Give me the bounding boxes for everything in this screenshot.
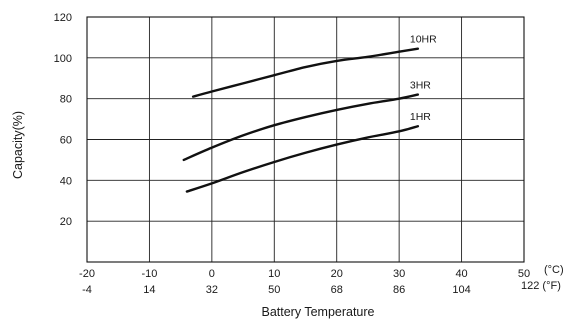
series-label-10hr: 10HR <box>410 34 437 46</box>
x-tick-label-celsius: -20 <box>79 268 95 280</box>
x-tick-label-celsius: 40 <box>455 268 467 280</box>
x-tick-label-fahrenheit: 104 <box>452 284 470 296</box>
y-tick-label: 40 <box>60 175 72 187</box>
y-tick-label: 20 <box>60 216 72 228</box>
x-tick-label-celsius: 10 <box>268 268 280 280</box>
grid-layer <box>87 17 524 262</box>
y-tick-label: 120 <box>54 12 72 24</box>
x-tick-label-celsius: 20 <box>331 268 343 280</box>
x-unit-celsius-label: (°C) <box>544 264 564 276</box>
y-tick-label: 60 <box>60 135 72 147</box>
series-line-1hr <box>185 125 420 193</box>
y-axis-title: Capacity(%) <box>11 111 25 179</box>
x-axis-title: Battery Temperature <box>261 305 374 319</box>
x-tick-label-fahrenheit: -4 <box>82 284 92 296</box>
series-layer <box>182 47 420 193</box>
x-tick-label-fahrenheit: 68 <box>331 284 343 296</box>
x-tick-label-celsius: 30 <box>393 268 405 280</box>
x-tick-label-fahrenheit: 32 <box>206 284 218 296</box>
y-tick-label: 80 <box>60 94 72 106</box>
x-tick-label-celsius: -10 <box>141 268 157 280</box>
x-tick-label-fahrenheit: 14 <box>143 284 155 296</box>
x-tick-label-fahrenheit: 50 <box>268 284 280 296</box>
plot-frame <box>86 16 525 263</box>
y-tick-label: 100 <box>54 53 72 65</box>
x-tick-label-celsius: 0 <box>209 268 215 280</box>
series-line-3hr <box>182 93 420 162</box>
label-layer: 20 40 60 80 100 120 -20 -10 0 10 20 30 40 50 -4 14 32 50 6… <box>54 12 530 296</box>
x-unit-fahrenheit-label: 122 (°F) <box>521 280 561 292</box>
x-tick-label-celsius: 50 <box>518 268 530 280</box>
x-tick-label-fahrenheit: 86 <box>393 284 405 296</box>
series-label-1hr: 1HR <box>410 111 431 123</box>
series-label-3hr: 3HR <box>410 80 431 92</box>
series-line-10hr <box>191 47 420 98</box>
